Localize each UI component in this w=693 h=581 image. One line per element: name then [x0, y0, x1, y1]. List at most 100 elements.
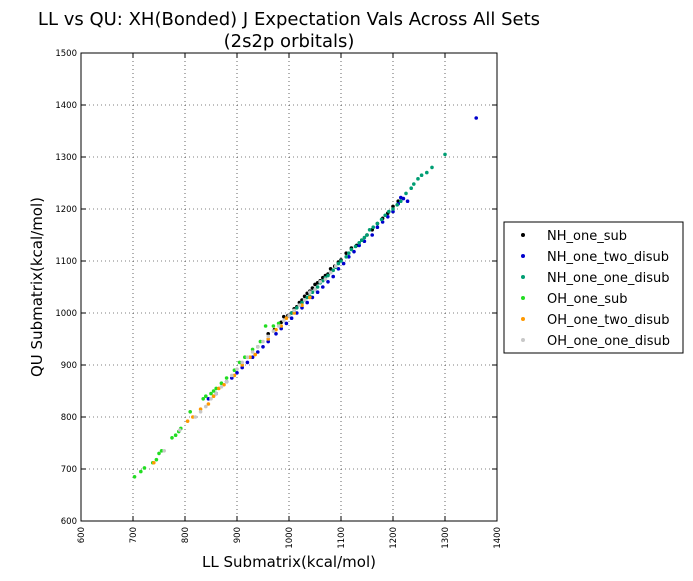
data-point: [310, 290, 315, 295]
legend-marker: [521, 317, 525, 321]
data-point: [198, 407, 203, 412]
data-point: [305, 295, 310, 300]
data-point: [315, 290, 320, 295]
legend-box: [503, 221, 684, 354]
y-tick-label: 1100: [55, 257, 77, 267]
data-point: [170, 436, 174, 440]
data-point: [266, 337, 271, 341]
data-point: [318, 280, 323, 284]
data-point: [367, 228, 372, 232]
legend-label: NH_one_one_disub: [547, 271, 670, 286]
data-point: [271, 324, 276, 328]
data-point: [313, 287, 317, 292]
legend-marker: [521, 338, 525, 342]
data-point: [253, 352, 257, 357]
data-point: [209, 397, 213, 401]
data-point: [173, 433, 178, 438]
data-point: [243, 355, 247, 360]
data-point: [250, 347, 255, 352]
data-point: [331, 268, 336, 273]
chart-title: LL vs QU: XH(Bonded) J Expectation Vals …: [38, 9, 540, 30]
data-point: [300, 298, 304, 302]
data-point: [328, 270, 333, 275]
data-point: [334, 264, 338, 269]
data-point: [237, 360, 242, 365]
data-point: [287, 313, 291, 318]
data-point: [297, 300, 302, 305]
y-tick-label: 1200: [55, 205, 77, 215]
data-point: [214, 391, 218, 396]
data-point: [375, 225, 380, 229]
data-point: [412, 182, 416, 186]
data-point: [419, 173, 424, 177]
data-point: [360, 238, 364, 242]
y-tick-label: 1500: [55, 49, 77, 59]
data-point: [219, 385, 224, 389]
data-point: [331, 274, 336, 279]
data-point: [300, 303, 304, 308]
data-point: [430, 165, 434, 170]
data-point: [235, 371, 239, 375]
data-point: [295, 306, 299, 310]
x-tick-label: 700: [129, 527, 139, 543]
data-point: [353, 244, 358, 249]
data-point: [404, 191, 408, 196]
data-point: [379, 217, 384, 222]
data-point: [313, 282, 317, 287]
data-point: [321, 285, 325, 289]
data-point: [139, 469, 143, 474]
data-point: [250, 350, 255, 354]
data-point: [274, 332, 278, 336]
data-point: [245, 360, 250, 365]
legend-label: OH_one_two_disub: [547, 313, 670, 328]
legend-label: OH_one_sub: [547, 292, 627, 307]
data-point: [255, 350, 260, 354]
data-point: [387, 209, 391, 214]
data-point: [132, 475, 137, 479]
data-point: [154, 457, 159, 462]
data-point: [349, 247, 354, 252]
data-point: [375, 221, 380, 226]
data-point: [240, 365, 244, 370]
data-point: [289, 316, 294, 321]
data-point: [289, 311, 294, 315]
data-point: [248, 355, 252, 360]
grid-lines: [81, 53, 497, 521]
data-point: [240, 363, 244, 367]
data-point: [284, 321, 289, 326]
data-point: [157, 451, 161, 456]
data-point: [416, 177, 420, 181]
data-point: [279, 326, 284, 331]
data-point: [211, 394, 216, 399]
data-point: [347, 255, 351, 259]
data-point: [357, 241, 362, 245]
data-point: [284, 316, 289, 321]
data-point: [266, 334, 271, 339]
data-point: [292, 308, 297, 313]
data-point: [274, 327, 278, 332]
x-tick-label: 600: [77, 527, 87, 543]
series-OH_one_two_disub: [152, 295, 312, 465]
data-point: [371, 225, 376, 229]
data-point: [232, 373, 237, 378]
y-tick-label: 900: [61, 361, 77, 371]
data-point: [261, 345, 265, 349]
data-point: [159, 449, 164, 453]
data-point: [245, 355, 250, 360]
data-point: [362, 235, 367, 240]
x-tick-labels: 600 700 800 900 1000 1100 1200 1300 1400: [77, 527, 503, 549]
data-point: [230, 373, 234, 378]
data-point: [206, 397, 211, 401]
data-point: [224, 376, 229, 380]
chart-subtitle: (2s2p orbitals): [224, 31, 355, 52]
data-point: [209, 391, 213, 396]
data-point: [310, 286, 315, 290]
x-tick-label: 1300: [441, 527, 451, 549]
data-point: [302, 298, 307, 302]
data-point: [178, 428, 182, 432]
data-point: [276, 324, 281, 328]
legend-marker: [521, 275, 525, 279]
data-point: [344, 251, 349, 255]
data-point: [328, 267, 333, 271]
